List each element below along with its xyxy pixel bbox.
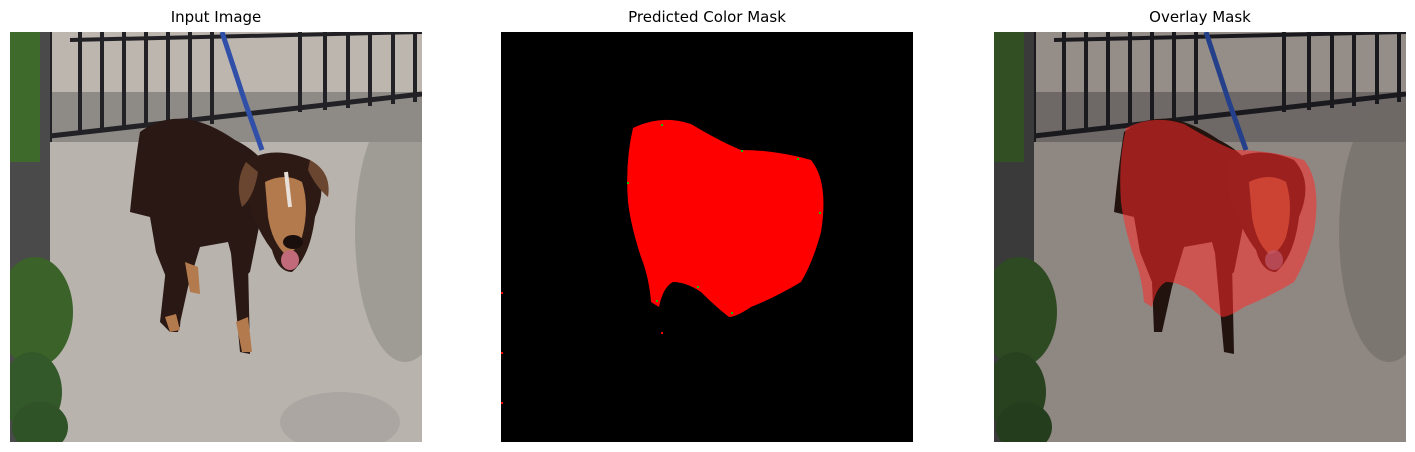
mask-image <box>501 32 913 442</box>
overlay-mask-region <box>1120 119 1317 317</box>
dog-photo <box>10 32 422 442</box>
mask-edge-noise <box>627 124 821 314</box>
overlay-mask-title: Overlay Mask <box>1149 8 1251 26</box>
input-image-title: Input Image <box>170 8 262 26</box>
overlay-mask-panel: Overlay Mask <box>994 0 1406 452</box>
overlay-image <box>994 32 1406 442</box>
input-image <box>10 32 422 442</box>
dog-mask-region <box>627 119 824 317</box>
input-image-panel: Input Image <box>10 0 422 452</box>
mask-stray-pixels <box>501 292 663 404</box>
overlay-photo <box>994 32 1406 442</box>
predicted-mask-panel: Predicted Color Mask <box>501 0 913 452</box>
predicted-mask <box>501 32 913 442</box>
predicted-mask-title: Predicted Color Mask <box>628 8 786 26</box>
